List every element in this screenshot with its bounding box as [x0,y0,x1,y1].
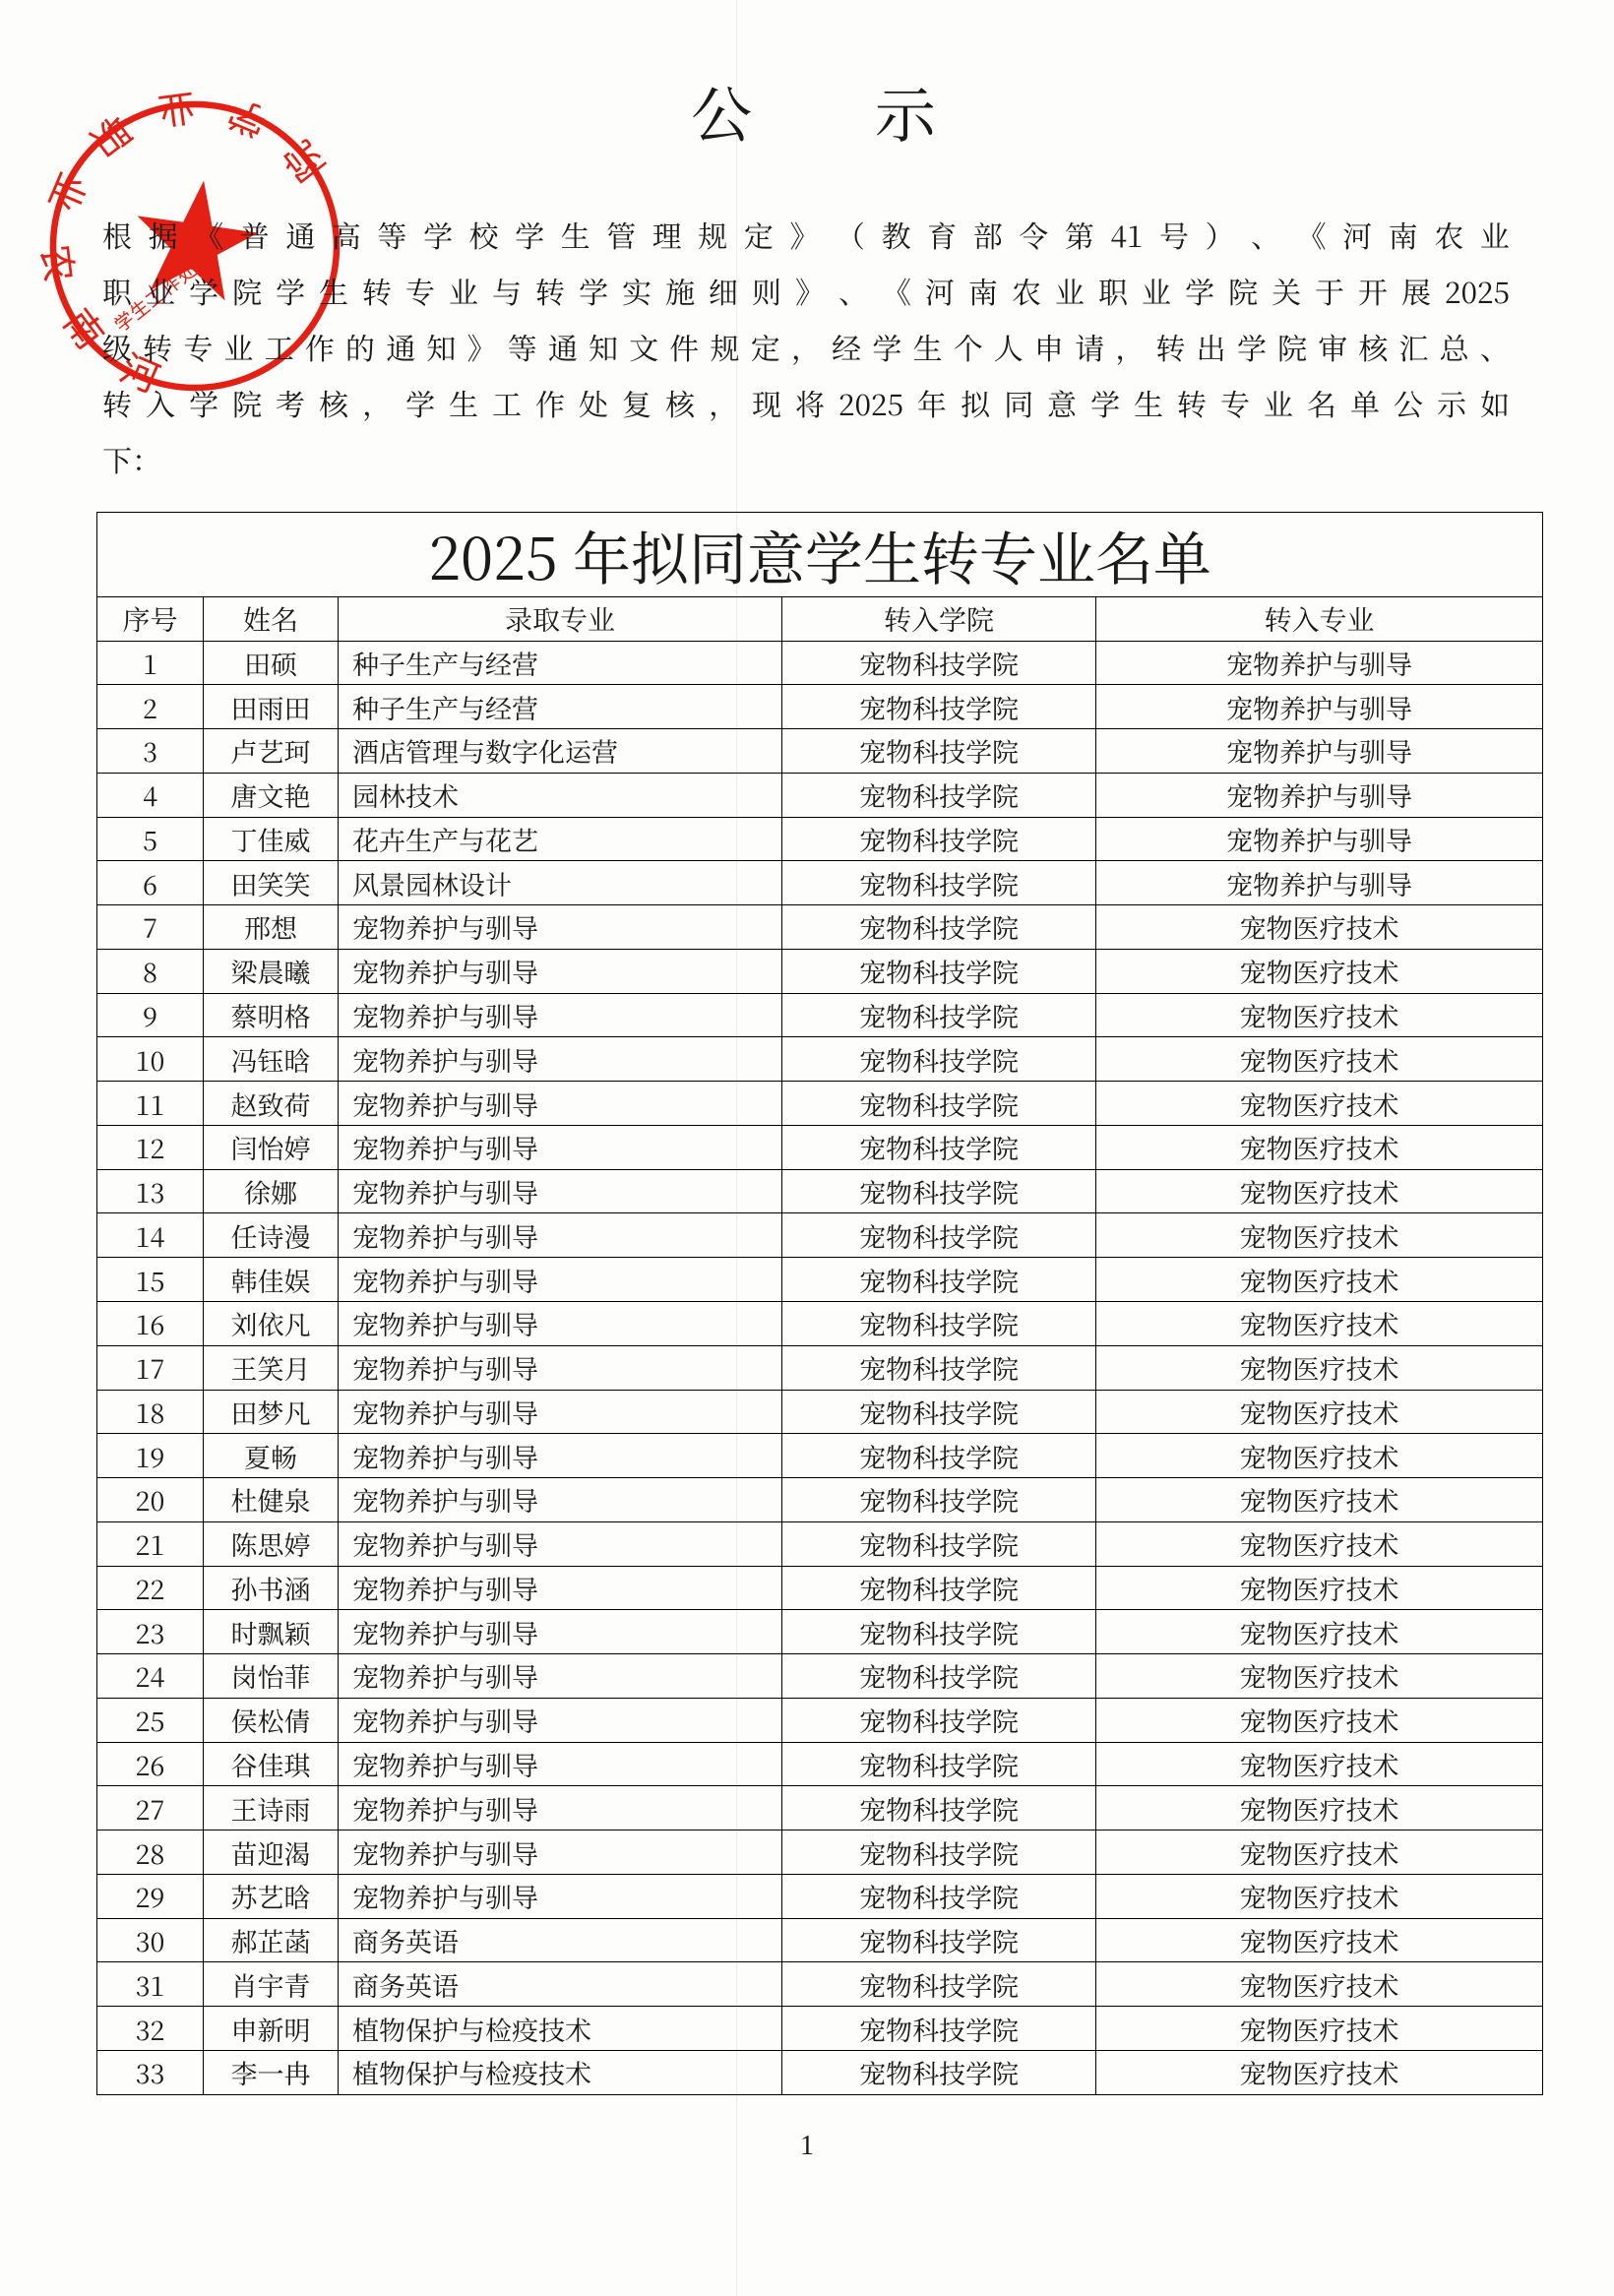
svg-text:学: 学 [218,89,274,153]
svg-text:业: 业 [155,83,200,141]
svg-text:农: 农 [31,240,90,283]
svg-text:业: 业 [37,165,101,220]
